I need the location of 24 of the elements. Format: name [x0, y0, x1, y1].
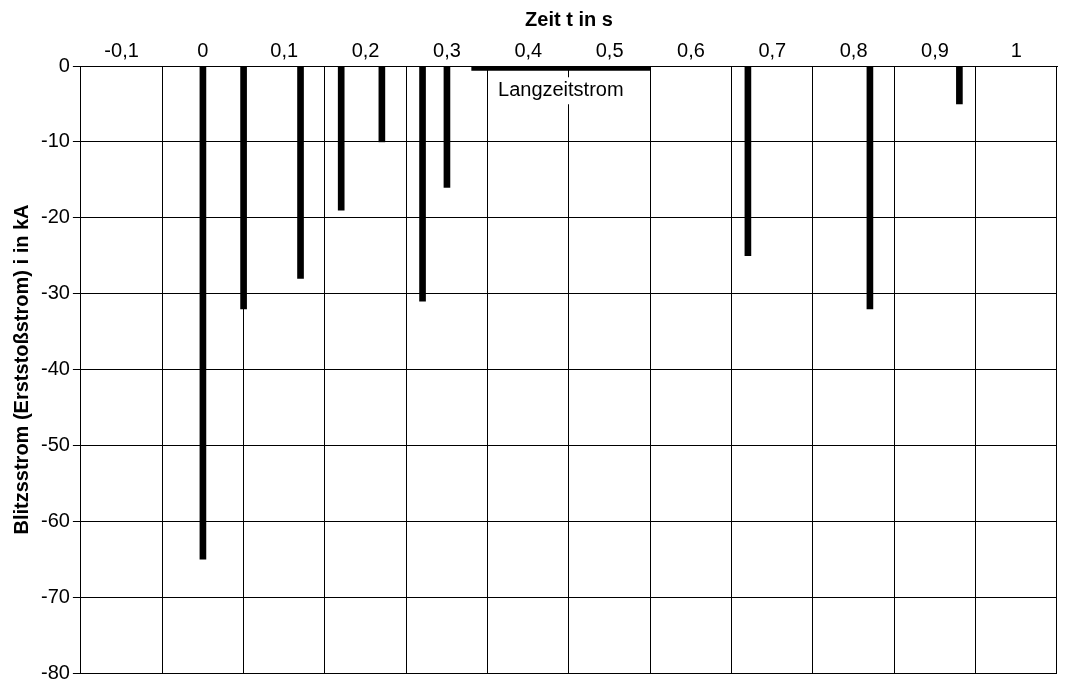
x-tick-label: 0 [197, 38, 209, 61]
y-tick-label: 0 [58, 53, 70, 76]
y-tick-label: -10 [41, 129, 70, 152]
x-tick-label: 0,7 [758, 38, 787, 61]
y-tick-label: -70 [41, 584, 70, 607]
y-tick-label: -30 [41, 281, 70, 304]
series-label: Langzeitstrom [498, 77, 624, 100]
y-tick-label: -80 [41, 660, 70, 683]
x-tick-label: 0,2 [351, 38, 380, 61]
x-axis-title: Zeit t in s [525, 7, 613, 30]
y-axis-title: Blitzsstrom (Erststoßstrom) i in kA [9, 204, 32, 535]
x-tick-label: 0,5 [595, 38, 624, 61]
x-tick-label: 0,1 [270, 38, 299, 61]
x-tick-label: -0,1 [104, 38, 139, 61]
y-tick-label: -20 [41, 205, 70, 228]
y-tick-label: -40 [41, 357, 70, 380]
x-tick-label: 0,4 [514, 38, 543, 61]
x-tick-label: 0,3 [433, 38, 461, 61]
y-tick-label: -50 [41, 432, 70, 455]
x-tick-label: 0,9 [921, 38, 949, 61]
x-tick-label: 0,8 [839, 38, 868, 61]
y-tick-label: -60 [41, 508, 70, 531]
x-tick-label: 1 [1010, 38, 1022, 61]
x-tick-label: 0,6 [677, 38, 705, 61]
